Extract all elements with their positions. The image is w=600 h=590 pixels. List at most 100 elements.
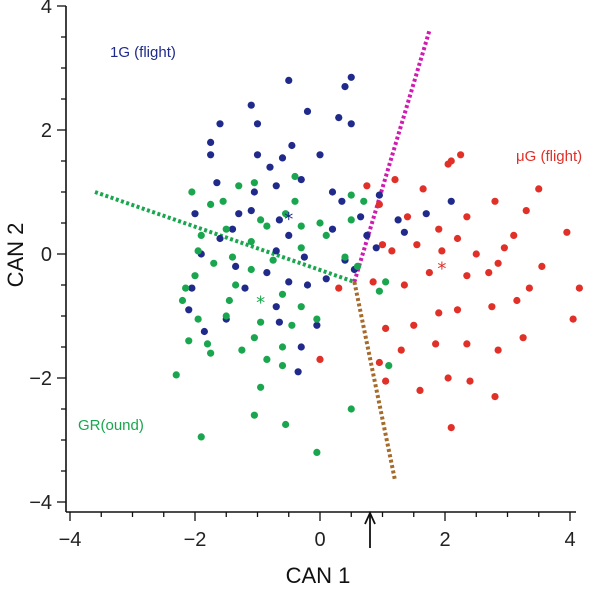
centroid-markers: * * * — [256, 209, 446, 314]
data-point — [235, 210, 243, 218]
data-point — [203, 340, 212, 348]
arrow-head — [364, 510, 376, 525]
data-point — [235, 182, 243, 190]
data-point — [297, 343, 305, 351]
data-point — [432, 340, 440, 348]
data-point — [225, 296, 233, 305]
data-point — [263, 269, 271, 277]
data-point — [263, 222, 271, 230]
data-point — [197, 433, 205, 441]
data-point — [247, 238, 255, 246]
data-point — [488, 303, 496, 311]
data-point — [341, 83, 349, 91]
data-point — [257, 318, 265, 326]
data-point — [535, 185, 543, 193]
data-point — [453, 234, 462, 243]
data-point — [513, 296, 521, 305]
data-point — [316, 355, 324, 363]
x-tick-label: 2 — [439, 529, 450, 551]
data-point — [400, 228, 408, 236]
data-point — [207, 200, 215, 208]
data-point — [447, 424, 455, 432]
data-point — [510, 231, 518, 239]
data-point — [391, 176, 399, 184]
data-point — [272, 247, 280, 255]
y-tick-label: 0 — [41, 244, 52, 266]
data-point — [491, 393, 499, 401]
data-point — [194, 247, 202, 255]
data-point — [435, 225, 443, 233]
data-point — [222, 312, 230, 320]
data-point — [347, 73, 355, 81]
axes: −4 −2 0 2 4 −4 −2 0 2 4 — [29, 0, 576, 551]
data-point — [347, 120, 355, 128]
data-point — [188, 188, 196, 196]
data-point — [285, 76, 293, 84]
data-point — [382, 278, 390, 286]
data-point — [216, 234, 224, 243]
data-point — [410, 321, 418, 329]
data-point — [322, 231, 330, 239]
centroid-marker: * — [256, 293, 265, 314]
data-point — [216, 120, 224, 128]
data-point — [357, 213, 365, 221]
data-point — [222, 225, 230, 233]
data-point — [172, 371, 180, 379]
data-point — [313, 448, 321, 456]
data-point — [400, 281, 408, 289]
data-point — [210, 259, 218, 267]
data-point — [297, 303, 305, 311]
data-point — [197, 231, 205, 239]
data-point — [328, 225, 337, 233]
data-point — [288, 141, 296, 150]
data-point — [375, 287, 383, 295]
data-point — [335, 114, 343, 122]
data-point — [313, 321, 321, 329]
data-point — [500, 244, 508, 252]
data-point — [272, 303, 280, 311]
data-point — [285, 278, 293, 286]
data-point — [413, 241, 421, 249]
data-point — [416, 386, 424, 394]
data-point — [453, 306, 462, 314]
data-point — [182, 284, 190, 292]
data-point — [282, 420, 290, 429]
data-point — [291, 197, 299, 205]
data-point — [275, 216, 283, 224]
data-point — [213, 179, 221, 187]
data-point — [297, 244, 305, 252]
data-point — [263, 355, 271, 363]
data-point — [178, 296, 187, 305]
data-point — [282, 210, 290, 218]
data-point — [491, 197, 499, 205]
data-point — [257, 216, 265, 224]
x-tick-label: 0 — [314, 529, 325, 551]
data-point — [472, 250, 480, 258]
data-point — [313, 315, 321, 323]
data-point — [335, 284, 343, 292]
data-point — [375, 200, 383, 208]
data-point — [194, 315, 202, 323]
data-point — [372, 244, 380, 252]
data-point — [232, 281, 240, 289]
data-point — [353, 262, 362, 270]
boundary-lines — [94, 30, 432, 481]
data-points — [172, 73, 583, 456]
y-tick-label: −4 — [29, 492, 52, 514]
data-point — [291, 172, 299, 181]
data-point — [538, 262, 546, 270]
data-point — [485, 269, 493, 277]
data-point — [266, 163, 274, 171]
data-point — [322, 275, 330, 283]
data-point — [525, 284, 533, 292]
data-point — [363, 231, 371, 239]
data-point — [253, 120, 262, 128]
data-point — [228, 225, 237, 233]
data-point — [569, 315, 577, 323]
data-point — [394, 216, 402, 224]
data-point — [278, 154, 287, 162]
data-point — [385, 362, 393, 370]
x-tick-label: −2 — [184, 529, 207, 551]
data-point — [444, 374, 452, 382]
data-point — [297, 176, 305, 184]
